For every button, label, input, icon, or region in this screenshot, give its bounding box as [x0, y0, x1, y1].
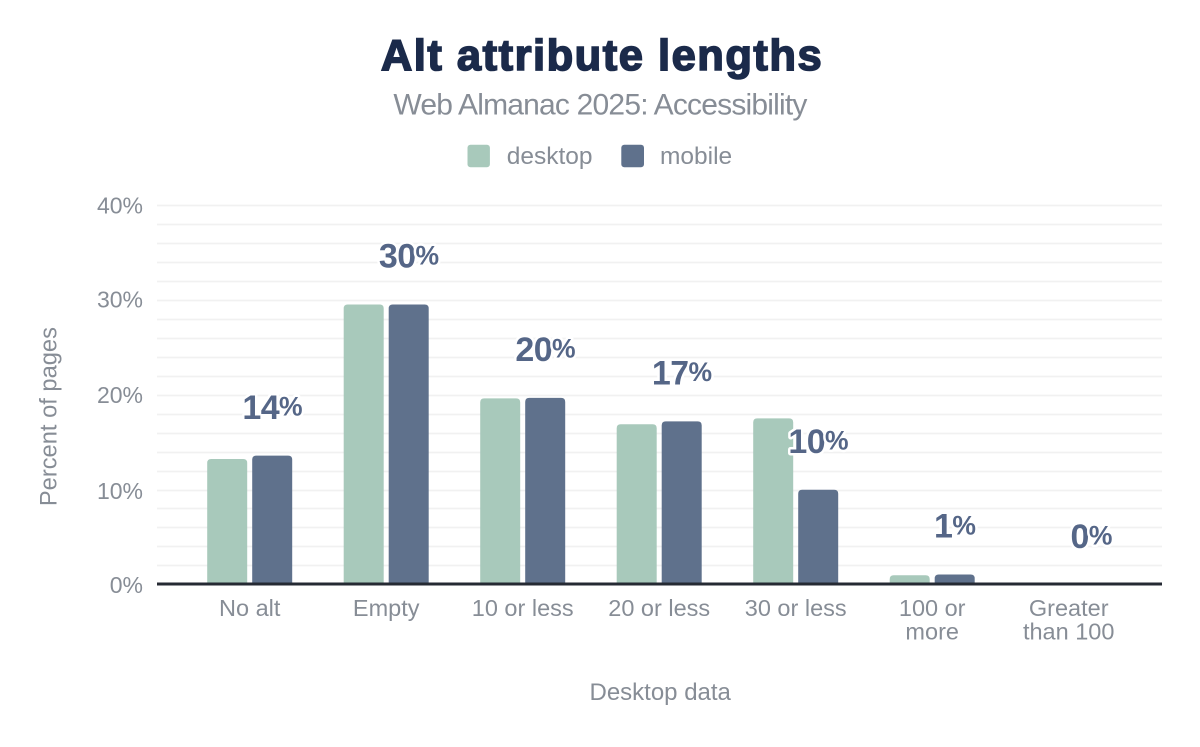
svg-text:Web Almanac 2025: Accessibilit: Web Almanac 2025: Accessibility: [393, 88, 807, 121]
svg-text:14%: 14%: [242, 389, 302, 427]
svg-text:desktop: desktop: [507, 143, 593, 170]
svg-text:Empty: Empty: [353, 595, 420, 621]
svg-text:20 or less: 20 or less: [608, 595, 710, 621]
svg-text:10 or less: 10 or less: [472, 595, 574, 621]
svg-text:30%: 30%: [379, 238, 439, 276]
svg-text:No alt: No alt: [219, 595, 281, 621]
svg-text:0%: 0%: [110, 572, 143, 598]
svg-text:30%: 30%: [97, 286, 143, 312]
svg-text:mobile: mobile: [660, 143, 732, 170]
svg-text:40%: 40%: [97, 193, 143, 219]
svg-text:20%: 20%: [97, 382, 143, 408]
svg-text:Alt attribute lengths: Alt attribute lengths: [381, 32, 823, 80]
svg-text:10%: 10%: [97, 478, 143, 504]
svg-text:20%: 20%: [515, 331, 575, 369]
svg-text:0%: 0%: [1071, 518, 1112, 556]
svg-text:17%: 17%: [652, 355, 712, 393]
svg-text:10%: 10%: [788, 423, 848, 461]
svg-text:Desktop data: Desktop data: [589, 679, 731, 706]
svg-text:Percent of pages: Percent of pages: [37, 327, 63, 506]
svg-text:1%: 1%: [934, 508, 975, 546]
svg-text:30 or less: 30 or less: [745, 595, 847, 621]
